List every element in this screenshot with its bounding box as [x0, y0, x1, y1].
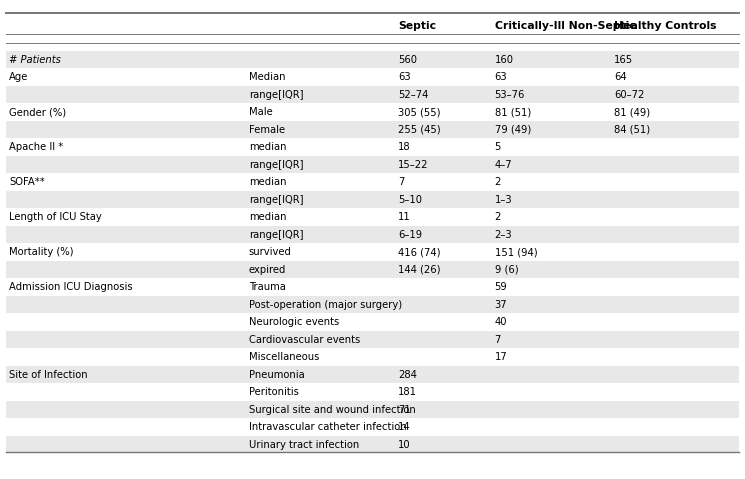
Text: SOFA**: SOFA** — [9, 177, 45, 187]
Text: 52–74: 52–74 — [398, 90, 428, 100]
Text: range[IQR]: range[IQR] — [249, 195, 303, 205]
Text: 18: 18 — [398, 142, 410, 152]
Text: 560: 560 — [398, 55, 417, 65]
Text: 37: 37 — [495, 300, 507, 310]
Text: Length of ICU Stay: Length of ICU Stay — [9, 212, 101, 222]
Bar — [6, 366, 739, 383]
Text: 5–10: 5–10 — [398, 195, 422, 205]
Text: Median: Median — [249, 72, 285, 82]
Text: range[IQR]: range[IQR] — [249, 160, 303, 170]
Text: 2–3: 2–3 — [495, 230, 513, 240]
Bar — [6, 121, 739, 138]
Text: survived: survived — [249, 247, 292, 257]
Text: Apache II *: Apache II * — [9, 142, 63, 152]
Bar — [6, 296, 739, 313]
Text: 144 (26): 144 (26) — [398, 265, 440, 275]
Bar — [6, 401, 739, 418]
Text: 40: 40 — [495, 317, 507, 327]
Text: 81 (49): 81 (49) — [614, 107, 650, 117]
Text: 305 (55): 305 (55) — [398, 107, 440, 117]
Text: 17: 17 — [495, 352, 507, 362]
Text: 7: 7 — [495, 335, 501, 345]
Text: 151 (94): 151 (94) — [495, 247, 537, 257]
Text: 63: 63 — [398, 72, 410, 82]
Text: 11: 11 — [398, 212, 410, 222]
Text: 255 (45): 255 (45) — [398, 125, 440, 135]
Text: range[IQR]: range[IQR] — [249, 90, 303, 100]
Text: 416 (74): 416 (74) — [398, 247, 440, 257]
Text: 5: 5 — [495, 142, 501, 152]
Text: 4–7: 4–7 — [495, 160, 513, 170]
Text: 64: 64 — [614, 72, 627, 82]
Text: Urinary tract infection: Urinary tract infection — [249, 440, 359, 450]
Text: 53–76: 53–76 — [495, 90, 525, 100]
Text: Trauma: Trauma — [249, 282, 285, 292]
Bar — [6, 51, 739, 68]
Text: Peritonitis: Peritonitis — [249, 387, 299, 397]
Text: 15–22: 15–22 — [398, 160, 428, 170]
Text: range[IQR]: range[IQR] — [249, 230, 303, 240]
Text: Intravascular catheter infection: Intravascular catheter infection — [249, 422, 407, 432]
Bar — [6, 261, 739, 278]
Text: median: median — [249, 212, 286, 222]
Text: Critically-Ill Non-Septic: Critically-Ill Non-Septic — [495, 22, 635, 31]
Text: 63: 63 — [495, 72, 507, 82]
Text: 2: 2 — [495, 177, 501, 187]
Text: 9 (6): 9 (6) — [495, 265, 519, 275]
Text: 160: 160 — [495, 55, 514, 65]
Text: expired: expired — [249, 265, 286, 275]
Text: Neurologic events: Neurologic events — [249, 317, 339, 327]
Text: Cardiovascular events: Cardiovascular events — [249, 335, 360, 345]
Text: 84 (51): 84 (51) — [614, 125, 650, 135]
Text: 10: 10 — [398, 440, 410, 450]
Text: Surgical site and wound infection: Surgical site and wound infection — [249, 405, 416, 415]
Text: Pneumonia: Pneumonia — [249, 370, 305, 380]
Bar — [6, 191, 739, 208]
Text: Healthy Controls: Healthy Controls — [614, 22, 717, 31]
Bar — [6, 331, 739, 348]
Bar — [6, 86, 739, 103]
Text: 1–3: 1–3 — [495, 195, 513, 205]
Text: Site of Infection: Site of Infection — [9, 370, 88, 380]
Text: 79 (49): 79 (49) — [495, 125, 531, 135]
Text: 284: 284 — [398, 370, 416, 380]
Text: Gender (%): Gender (%) — [9, 107, 66, 117]
Text: 6–19: 6–19 — [398, 230, 422, 240]
Text: 60–72: 60–72 — [614, 90, 644, 100]
Text: # Patients: # Patients — [9, 55, 61, 65]
Text: 59: 59 — [495, 282, 507, 292]
Text: Male: Male — [249, 107, 273, 117]
Text: Post-operation (major surgery): Post-operation (major surgery) — [249, 300, 402, 310]
Text: median: median — [249, 142, 286, 152]
Bar — [6, 156, 739, 173]
Text: Miscellaneous: Miscellaneous — [249, 352, 319, 362]
Text: Age: Age — [9, 72, 28, 82]
Text: 7: 7 — [398, 177, 405, 187]
Text: 165: 165 — [614, 55, 633, 65]
Bar — [6, 436, 739, 453]
Text: 14: 14 — [398, 422, 410, 432]
Text: Female: Female — [249, 125, 285, 135]
Text: Septic: Septic — [398, 22, 436, 31]
Text: 181: 181 — [398, 387, 417, 397]
Text: Admission ICU Diagnosis: Admission ICU Diagnosis — [9, 282, 133, 292]
Text: 71: 71 — [398, 405, 410, 415]
Text: 2: 2 — [495, 212, 501, 222]
Bar — [6, 226, 739, 243]
Text: Mortality (%): Mortality (%) — [9, 247, 74, 257]
Text: 81 (51): 81 (51) — [495, 107, 531, 117]
Text: median: median — [249, 177, 286, 187]
